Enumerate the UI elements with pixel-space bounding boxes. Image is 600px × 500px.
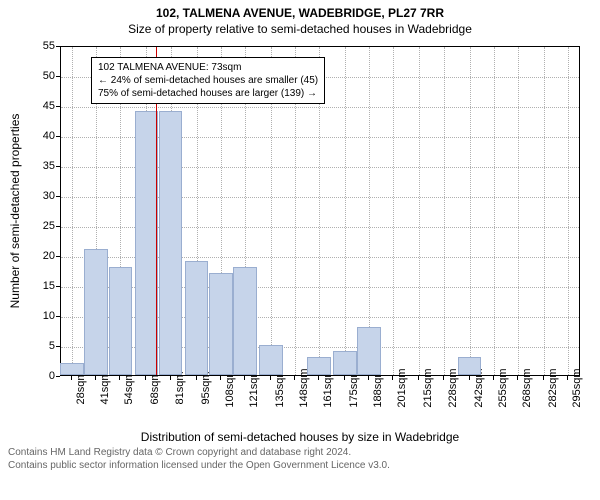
footer-line-1: Contains HM Land Registry data © Crown c… xyxy=(8,446,600,459)
x-axis-label: Distribution of semi-detached houses by … xyxy=(0,430,600,444)
y-tick-label: 40 xyxy=(5,130,55,142)
x-tick-mark xyxy=(71,376,72,380)
x-tick-mark xyxy=(567,376,568,380)
footer-line-2: Contains public sector information licen… xyxy=(8,459,600,472)
x-tick-label: 81sqm xyxy=(174,371,186,404)
x-tick-mark xyxy=(95,376,96,380)
x-tick-mark xyxy=(119,376,120,380)
x-tick-label: 28sqm xyxy=(75,371,87,404)
grid-line-v xyxy=(393,47,394,375)
page-title: 102, TALMENA AVENUE, WADEBRIDGE, PL27 7R… xyxy=(0,6,600,20)
x-tick-mark xyxy=(543,376,544,380)
annotation-line-3: 75% of semi-detached houses are larger (… xyxy=(98,87,318,100)
y-tick-label: 15 xyxy=(5,280,55,292)
grid-line-v xyxy=(444,47,445,375)
y-tick-label: 0 xyxy=(5,370,55,382)
x-tick-mark xyxy=(443,376,444,380)
y-tick-label: 30 xyxy=(5,190,55,202)
x-tick-mark xyxy=(344,376,345,380)
footer: Contains HM Land Registry data © Crown c… xyxy=(8,446,600,472)
histogram-bar xyxy=(109,267,133,375)
annotation-line-2: ← 24% of semi-detached houses are smalle… xyxy=(98,74,318,87)
x-tick-mark xyxy=(220,376,221,380)
histogram-bar xyxy=(185,261,209,375)
y-tick-mark xyxy=(56,376,60,377)
y-tick-label: 55 xyxy=(5,40,55,52)
grid-line-v xyxy=(419,47,420,375)
annotation-line-1: 102 TALMENA AVENUE: 73sqm xyxy=(98,61,318,74)
histogram-bar xyxy=(307,357,331,375)
x-tick-label: 95sqm xyxy=(200,371,212,404)
plot-area: 102 TALMENA AVENUE: 73sqm ← 24% of semi-… xyxy=(60,46,580,376)
x-tick-label: 41sqm xyxy=(99,371,111,404)
grid-line-v xyxy=(494,47,495,375)
histogram-bar xyxy=(135,111,159,375)
histogram-bar xyxy=(357,327,381,375)
grid-line-v xyxy=(369,47,370,375)
x-tick-mark xyxy=(368,376,369,380)
histogram-bar xyxy=(333,351,357,375)
histogram-bar xyxy=(209,273,233,375)
x-tick-mark xyxy=(270,376,271,380)
x-tick-mark xyxy=(318,376,319,380)
annotation-box: 102 TALMENA AVENUE: 73sqm ← 24% of semi-… xyxy=(91,57,325,104)
grid-line-v xyxy=(518,47,519,375)
x-tick-mark xyxy=(145,376,146,380)
x-tick-label: 54sqm xyxy=(123,371,135,404)
y-tick-label: 25 xyxy=(5,220,55,232)
y-tick-label: 35 xyxy=(5,160,55,172)
grid-line-v xyxy=(470,47,471,375)
x-tick-mark xyxy=(392,376,393,380)
histogram-bar xyxy=(84,249,108,375)
x-tick-mark xyxy=(196,376,197,380)
y-tick-label: 50 xyxy=(5,70,55,82)
x-tick-mark xyxy=(418,376,419,380)
histogram-bar xyxy=(259,345,283,375)
x-tick-mark xyxy=(170,376,171,380)
y-tick-label: 45 xyxy=(5,100,55,112)
histogram-bar xyxy=(233,267,257,375)
grid-line-v xyxy=(345,47,346,375)
grid-line-v xyxy=(72,47,73,375)
page-subtitle: Size of property relative to semi-detach… xyxy=(0,22,600,36)
x-tick-mark xyxy=(493,376,494,380)
y-tick-label: 20 xyxy=(5,250,55,262)
y-tick-label: 10 xyxy=(5,310,55,322)
x-tick-mark xyxy=(517,376,518,380)
grid-line-v xyxy=(544,47,545,375)
x-tick-label: 68sqm xyxy=(149,371,161,404)
x-tick-mark xyxy=(244,376,245,380)
histogram-bar xyxy=(458,357,482,375)
histogram-bar xyxy=(60,363,84,375)
x-tick-mark xyxy=(469,376,470,380)
chart-container: Number of semi-detached properties 05101… xyxy=(0,36,600,446)
x-tick-mark xyxy=(294,376,295,380)
grid-line-v xyxy=(568,47,569,375)
y-tick-label: 5 xyxy=(5,340,55,352)
histogram-bar xyxy=(159,111,183,375)
